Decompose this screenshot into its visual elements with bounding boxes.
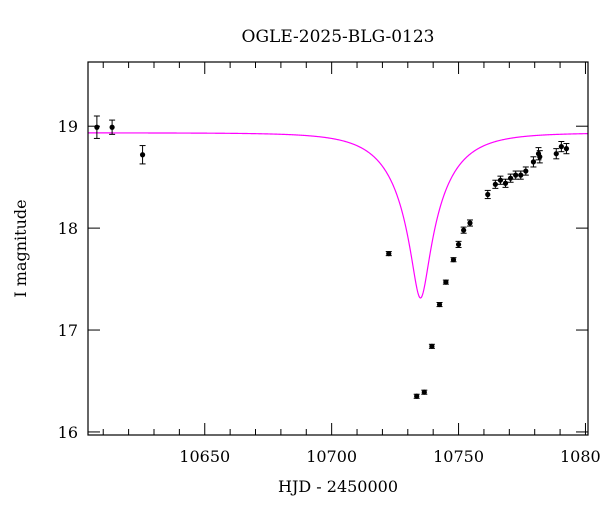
data-marker bbox=[461, 227, 467, 233]
data-point bbox=[484, 189, 491, 200]
data-point bbox=[139, 145, 146, 165]
data-point bbox=[517, 170, 524, 180]
y-tick-label: 16 bbox=[58, 423, 78, 442]
data-marker bbox=[507, 175, 514, 181]
data-marker bbox=[421, 389, 427, 395]
axis-ticks bbox=[88, 62, 588, 435]
data-point bbox=[421, 389, 428, 395]
data-point bbox=[558, 140, 565, 153]
data-point bbox=[497, 175, 504, 185]
data-marker bbox=[485, 191, 491, 198]
y-tick-label: 17 bbox=[58, 321, 78, 340]
y-tick-label: 19 bbox=[58, 117, 78, 136]
data-point bbox=[450, 257, 457, 263]
data-point bbox=[507, 173, 514, 183]
data-point bbox=[512, 170, 519, 180]
y-tick-label: 18 bbox=[58, 219, 78, 238]
data-point bbox=[492, 179, 499, 189]
data-marker bbox=[436, 301, 443, 308]
data-marker bbox=[467, 220, 473, 226]
data-point bbox=[455, 240, 462, 248]
data-point bbox=[385, 250, 392, 257]
data-marker bbox=[492, 181, 498, 187]
data-point bbox=[428, 343, 435, 349]
data-marker bbox=[429, 343, 435, 349]
data-point bbox=[93, 115, 100, 139]
y-axis-label: I magnitude bbox=[11, 199, 30, 297]
data-point bbox=[530, 156, 537, 168]
data-marker bbox=[537, 154, 543, 160]
plot-frame bbox=[87, 61, 589, 436]
data-marker bbox=[497, 177, 504, 183]
data-point bbox=[413, 393, 420, 399]
data-marker bbox=[563, 146, 570, 152]
data-point bbox=[563, 143, 570, 155]
data-point bbox=[553, 148, 560, 160]
model-curve bbox=[88, 132, 588, 299]
data-point bbox=[536, 150, 543, 164]
x-tick-label: 10700 bbox=[306, 447, 357, 466]
data-marker bbox=[553, 151, 559, 157]
data-point bbox=[460, 226, 467, 234]
data-marker bbox=[518, 172, 524, 178]
data-marker bbox=[94, 124, 100, 130]
data-point bbox=[522, 166, 529, 176]
x-tick-label: 10750 bbox=[433, 447, 484, 466]
data-marker bbox=[109, 124, 115, 130]
data-marker bbox=[443, 279, 449, 285]
data-points-layer bbox=[93, 115, 570, 399]
data-marker bbox=[450, 257, 457, 263]
data-marker bbox=[513, 172, 519, 178]
data-point bbox=[442, 279, 449, 285]
x-tick-label: 10650 bbox=[179, 447, 230, 466]
model-curve-layer bbox=[88, 132, 588, 299]
data-point bbox=[109, 119, 116, 135]
data-point bbox=[502, 178, 509, 188]
data-marker bbox=[523, 168, 529, 174]
data-point bbox=[466, 219, 473, 227]
data-marker bbox=[139, 152, 146, 158]
x-axis-label: HJD - 2450000 bbox=[278, 477, 398, 496]
data-marker bbox=[455, 241, 462, 248]
data-marker bbox=[414, 393, 420, 399]
data-point bbox=[436, 301, 443, 308]
chart-title: OGLE-2025-BLG-0123 bbox=[242, 27, 435, 47]
data-marker bbox=[530, 159, 537, 165]
data-marker bbox=[558, 143, 564, 150]
tick-labels: 10650 10700 10750 10800 16 17 18 19 bbox=[58, 117, 600, 466]
data-marker bbox=[502, 180, 509, 186]
x-tick-label: 10800 bbox=[560, 447, 600, 466]
data-marker bbox=[386, 250, 392, 257]
